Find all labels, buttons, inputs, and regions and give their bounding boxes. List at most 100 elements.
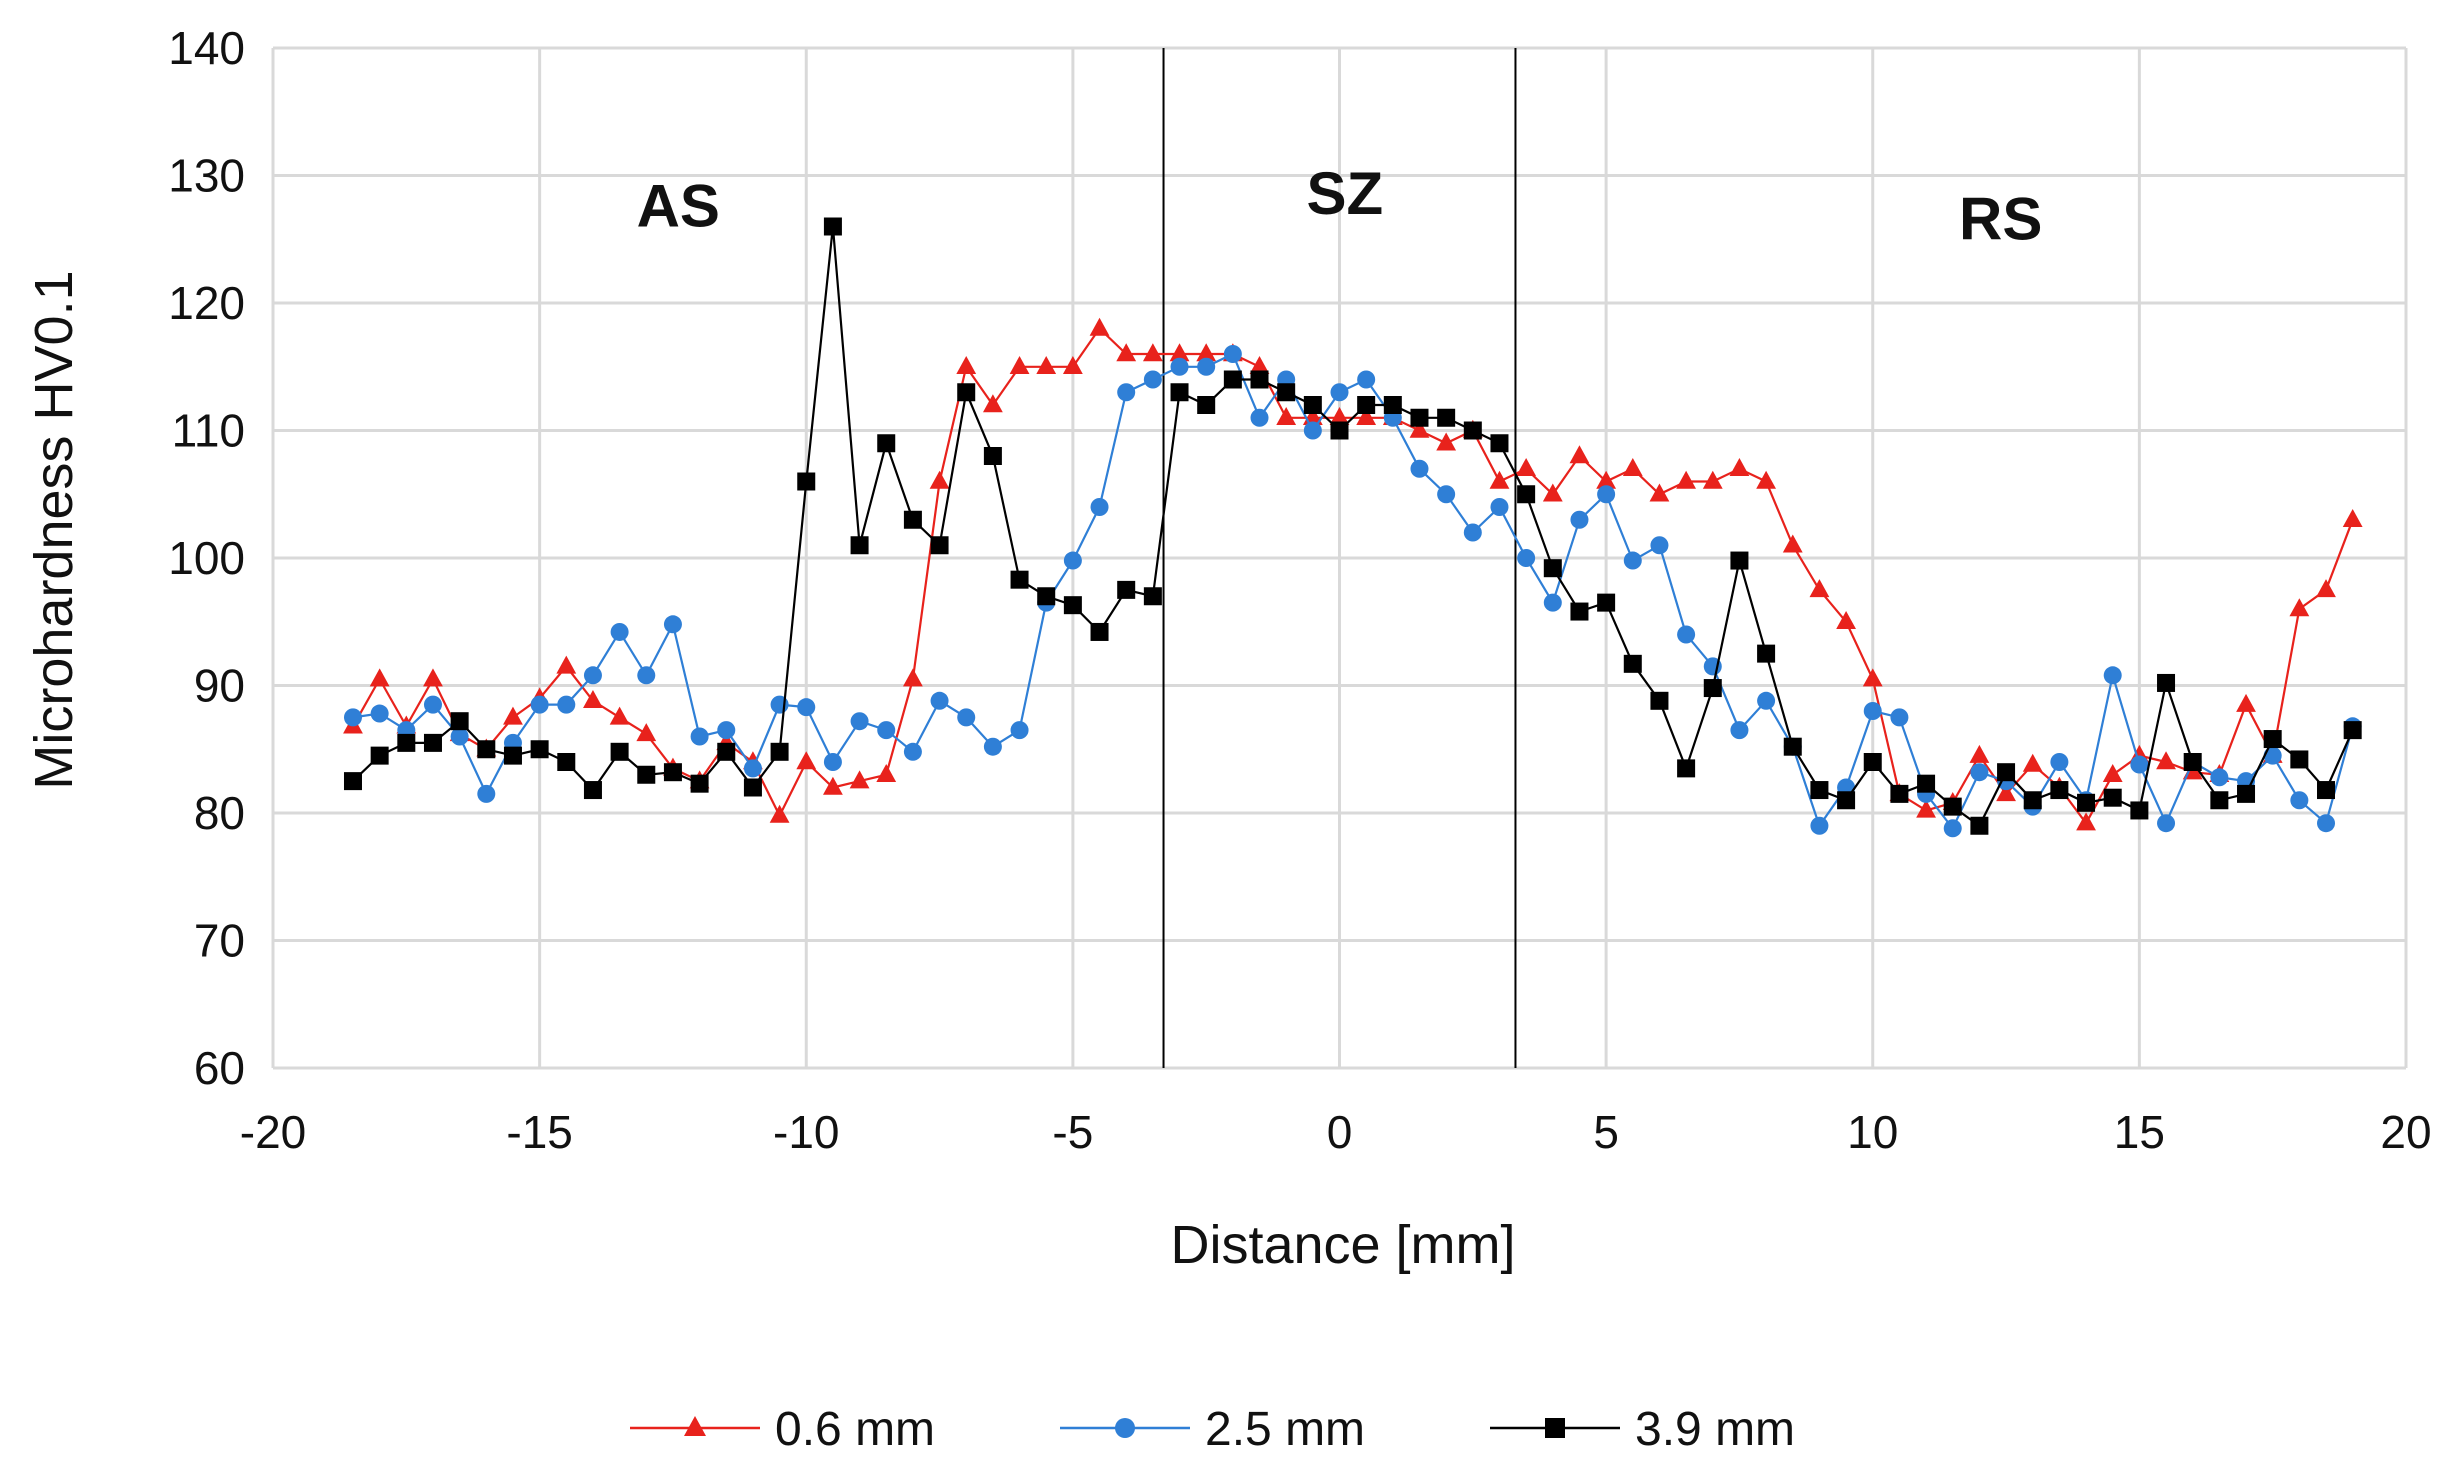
data-point-marker [1970, 763, 1989, 782]
data-point-marker [1037, 587, 1056, 606]
y-tick-label: 80 [194, 787, 245, 839]
data-point-marker [1383, 396, 1402, 414]
data-point-marker [2102, 763, 2123, 782]
data-point-marker [423, 668, 443, 687]
data-point-marker [1170, 383, 1189, 402]
data-point-marker [1997, 763, 2016, 782]
data-point-marker [1196, 343, 1217, 362]
data-point-marker [1570, 602, 1589, 621]
data-point-marker [1170, 357, 1189, 376]
data-point-marker [370, 746, 389, 765]
y-tick-label: 140 [168, 22, 245, 74]
data-point-marker [1115, 1418, 1135, 1438]
series-line [352, 352, 2354, 831]
data-point-marker [1649, 483, 1670, 502]
legend-label: 0.6 mm [775, 1403, 935, 1456]
legend-item: 3.9 mm [1490, 1403, 1795, 1456]
y-tick-label: 60 [194, 1042, 245, 1094]
data-point-marker [1250, 408, 1269, 427]
data-point-marker [2077, 793, 2096, 812]
data-point-marker [983, 447, 1002, 465]
data-point-marker [1970, 816, 1989, 835]
legend: 0.6 mm 2.5 mm 3.9 mm [630, 1403, 1795, 1456]
data-point-marker [2157, 673, 2176, 692]
data-point-marker [1623, 654, 1642, 673]
data-point-marker [1063, 551, 1082, 570]
data-point-marker [770, 742, 789, 761]
data-point-marker [1090, 498, 1109, 516]
data-point-marker [1517, 485, 1536, 504]
data-point-marker [1703, 679, 1722, 698]
zone-labels: AS SZ RS [637, 160, 2043, 253]
data-point-marker [1677, 759, 1696, 778]
data-point-marker [1249, 355, 1270, 374]
data-point-marker [1730, 721, 1749, 740]
data-point-marker [343, 708, 362, 727]
data-point-marker [2103, 788, 2122, 807]
data-point-marker [2236, 693, 2256, 712]
data-point-marker [930, 691, 949, 710]
data-point-marker [796, 751, 817, 770]
data-point-marker [1330, 421, 1349, 440]
data-point-marker [1730, 551, 1749, 570]
data-point-marker [423, 695, 442, 714]
data-point-marker [1356, 406, 1377, 425]
data-point-marker [1650, 691, 1669, 710]
data-point-marker [1810, 816, 1829, 835]
data-point-marker [1490, 498, 1509, 516]
data-point-marker [1622, 457, 1643, 476]
data-point-marker [797, 698, 816, 717]
data-point-marker [583, 690, 603, 708]
y-tick-label: 110 [172, 405, 245, 457]
data-point-marker [583, 666, 602, 685]
data-point-marker [1650, 536, 1669, 555]
data-point-marker [2156, 751, 2176, 770]
data-point-marker [2290, 791, 2309, 810]
data-point-marker [877, 434, 896, 453]
zone-label: RS [1959, 185, 2042, 252]
data-point-marker [2183, 753, 2202, 771]
data-point-marker [1143, 370, 1162, 389]
data-point-marker [1597, 485, 1616, 504]
data-point-marker [930, 536, 949, 555]
data-point-marker [1517, 549, 1536, 567]
data-point-marker [797, 472, 816, 491]
data-point-marker [957, 708, 976, 727]
data-point-marker [1570, 510, 1589, 529]
data-point-marker [1516, 457, 1537, 476]
series-3.9-mm [343, 217, 2362, 835]
data-point-marker [1276, 406, 1297, 425]
data-point-marker [2210, 791, 2229, 810]
data-point-marker [557, 753, 576, 771]
legend-label: 3.9 mm [1635, 1403, 1795, 1456]
data-point-marker [743, 778, 762, 797]
data-point-marker [1223, 370, 1242, 389]
data-point-marker [1409, 419, 1430, 438]
data-point-marker [1757, 691, 1776, 710]
data-point-marker [1436, 432, 1457, 451]
y-tick-label: 90 [194, 660, 245, 712]
data-point-marker [769, 804, 790, 823]
legend-item: 0.6 mm [630, 1403, 935, 1456]
data-point-marker [903, 668, 923, 687]
data-point-marker [450, 727, 469, 746]
data-point-marker [1169, 343, 1190, 362]
series-line [352, 226, 2354, 828]
data-point-marker [2076, 812, 2096, 831]
data-point-marker [2290, 750, 2309, 769]
data-point-marker [1277, 383, 1296, 402]
data-point-marker [1757, 644, 1776, 663]
data-point-marker [2263, 730, 2282, 749]
data-point-marker [2317, 781, 2336, 800]
data-point-marker [1197, 396, 1216, 414]
data-point-marker [477, 784, 496, 803]
x-tick-label: 10 [1847, 1106, 1898, 1158]
data-point-marker [1890, 708, 1909, 727]
data-point-marker [2210, 768, 2229, 787]
data-point-marker [370, 704, 389, 723]
data-point-marker [684, 1416, 706, 1436]
data-point-marker [1463, 421, 1482, 440]
zone-label: SZ [1306, 160, 1383, 227]
x-tick-label: 20 [2380, 1106, 2431, 1158]
data-point-marker [1729, 457, 1750, 476]
